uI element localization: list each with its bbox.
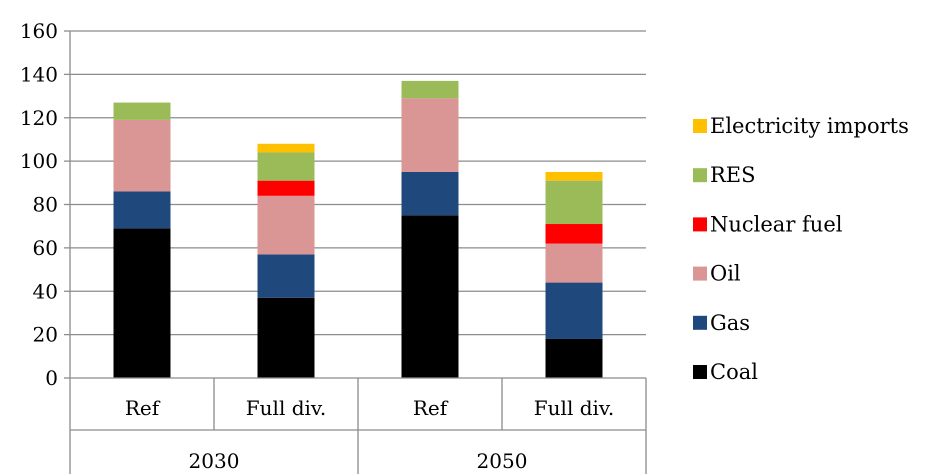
legend-item: Coal	[693, 360, 758, 384]
bar-segment-gas	[113, 191, 171, 229]
x-group-label: 2030	[189, 449, 240, 473]
x-category-label: Ref	[413, 396, 449, 420]
y-tick-label: 100	[20, 149, 58, 173]
bar-segment-coal	[401, 215, 459, 378]
bar-segment-res	[113, 102, 171, 120]
legend-item: Oil	[693, 262, 741, 286]
legend-label: Gas	[710, 311, 750, 335]
legend-swatch	[693, 365, 707, 379]
bar-segment-oil	[113, 119, 171, 192]
bar-segment-coal	[113, 228, 171, 378]
bar-stack	[113, 102, 171, 378]
y-tick-label: 160	[20, 19, 58, 43]
bar-segment-res	[401, 80, 459, 99]
bar-stack	[545, 171, 603, 378]
y-axis-ticks: 0 20 40 60 80 100 120 140 160	[20, 19, 70, 390]
x-category-label: Full div.	[534, 396, 614, 420]
bar-segment-coal	[257, 297, 315, 378]
bar-segment-res	[545, 180, 603, 225]
legend-swatch	[693, 168, 707, 183]
legend: Electricity imports RES Nuclear fuel Oil Gas…	[693, 114, 909, 384]
legend-label: Nuclear fuel	[710, 212, 843, 236]
bar-segment-oil	[545, 243, 603, 283]
x-category-label: Full div.	[246, 396, 326, 420]
bar-segment-gas	[545, 282, 603, 339]
legend-item: Nuclear fuel	[693, 212, 843, 236]
bar-segment-res	[257, 152, 315, 181]
y-tick-label: 60	[33, 236, 58, 260]
y-tick-label: 20	[33, 323, 58, 347]
bar-stack	[257, 143, 315, 378]
x-group-label: 2050	[477, 449, 528, 473]
bar-stack	[401, 80, 459, 378]
legend-label: Coal	[710, 360, 758, 384]
legend-item: Electricity imports	[693, 114, 909, 138]
bar-segment-gas	[401, 171, 459, 216]
bar-segment-coal	[545, 338, 603, 378]
y-tick-label: 140	[20, 62, 58, 86]
legend-label: RES	[710, 163, 756, 187]
bar-segment-nuclear-fuel	[257, 180, 315, 196]
y-tick-label: 40	[33, 279, 58, 303]
x-category-label: Ref	[125, 396, 161, 420]
bar-segment-electricity-imports	[257, 143, 315, 153]
legend-label: Electricity imports	[710, 114, 909, 138]
legend-swatch	[693, 119, 707, 133]
legend-label: Oil	[710, 262, 741, 286]
legend-item: RES	[693, 163, 756, 187]
legend-swatch	[693, 266, 707, 281]
legend-item: Gas	[693, 311, 750, 335]
y-tick-label: 80	[33, 193, 58, 217]
bar-stacks	[113, 80, 603, 378]
bar-segment-gas	[257, 254, 315, 298]
legend-swatch	[693, 217, 707, 232]
y-tick-label: 0	[45, 366, 58, 390]
bar-segment-oil	[401, 98, 459, 172]
legend-swatch	[693, 315, 707, 330]
bar-segment-electricity-imports	[545, 171, 603, 181]
y-tick-label: 120	[20, 106, 58, 130]
bar-segment-nuclear-fuel	[545, 224, 603, 244]
bar-segment-oil	[257, 195, 315, 255]
x-axis-categories: Ref Full div. Ref Full div. 2030 2050	[125, 378, 647, 474]
